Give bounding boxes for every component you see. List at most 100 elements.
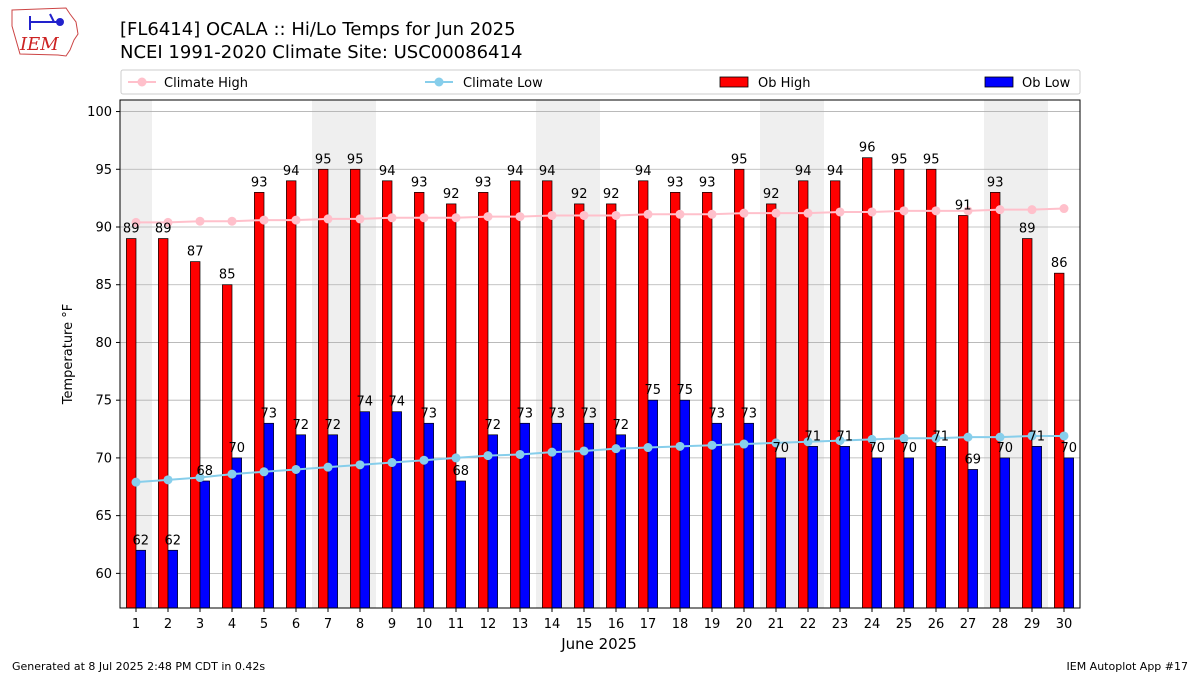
data-label-ob-low: 71 [837, 429, 854, 444]
bar-ob-low [647, 399, 658, 609]
bar-ob-high [734, 168, 745, 609]
bar-ob-low [199, 480, 210, 609]
bar-ob-low [135, 549, 146, 609]
line-climate-high [136, 207, 1065, 224]
data-label-ob-low: 75 [677, 383, 694, 398]
data-label-ob-high: 93 [667, 175, 684, 190]
point-climate-high [707, 209, 717, 219]
data-label-ob-high: 91 [955, 198, 972, 213]
y-tick-label: 65 [95, 509, 112, 524]
data-label-ob-high: 92 [571, 187, 588, 202]
bar-ob-low [263, 422, 274, 609]
bar-ob-high [542, 180, 553, 609]
point-climate-low [419, 455, 429, 465]
legend-ob-low-label: Ob Low [1022, 76, 1071, 91]
bar-ob-low [167, 549, 178, 609]
bar-ob-high [702, 192, 713, 609]
bars [126, 157, 1074, 609]
bar-ob-low [423, 422, 434, 609]
point-climate-high [515, 212, 525, 222]
bar-ob-high [126, 238, 137, 609]
bar-ob-high [670, 192, 681, 609]
legend-climate-low-label: Climate Low [463, 76, 543, 91]
x-tick-label: 26 [928, 617, 945, 632]
bar-ob-high [990, 192, 1001, 609]
x-tick-label: 10 [416, 617, 433, 632]
x-tick-label: 20 [736, 617, 753, 632]
point-climate-low [291, 464, 301, 474]
data-label-ob-high: 93 [987, 175, 1004, 190]
data-label-ob-high: 94 [795, 164, 812, 179]
point-climate-low [259, 467, 269, 477]
data-label-ob-high: 93 [411, 175, 428, 190]
x-axis-label: June 2025 [560, 635, 637, 653]
data-label-ob-high: 93 [475, 175, 492, 190]
bar-ob-low [807, 446, 818, 609]
bar-ob-low [999, 457, 1010, 609]
point-climate-high [675, 209, 685, 219]
point-climate-high [451, 213, 461, 223]
bar-ob-low [455, 480, 466, 609]
x-tick-label: 24 [864, 617, 881, 632]
point-climate-high [611, 210, 621, 220]
iem-logo: IEM [11, 7, 79, 57]
bar-ob-high [190, 261, 201, 609]
point-climate-high [643, 209, 653, 219]
bar-ob-low [967, 469, 978, 609]
data-label-ob-high: 95 [731, 152, 748, 167]
bar-ob-high [446, 203, 457, 609]
bar-ob-high [286, 180, 297, 609]
x-tick-label: 17 [640, 617, 657, 632]
x-tick-label: 12 [480, 617, 497, 632]
point-climate-high [739, 208, 749, 218]
bar-ob-low [775, 457, 786, 609]
data-label-ob-high: 93 [699, 175, 716, 190]
data-label-ob-low: 74 [357, 395, 374, 410]
logo-text: IEM [19, 34, 59, 55]
x-tick-label: 4 [228, 617, 236, 632]
legend-climate-low-marker [434, 77, 444, 87]
bar-ob-high [926, 168, 937, 609]
x-tick-label: 13 [512, 617, 529, 632]
y-tick-label: 70 [95, 451, 112, 466]
data-label-ob-low: 71 [933, 429, 950, 444]
data-label-ob-low: 70 [869, 441, 886, 456]
point-climate-low [899, 433, 909, 443]
data-label-ob-low: 72 [325, 418, 342, 433]
point-climate-low [355, 460, 365, 470]
point-climate-low [931, 433, 941, 443]
data-label-ob-low: 75 [645, 383, 662, 398]
point-climate-low [611, 444, 621, 454]
x-tick-label: 15 [576, 617, 593, 632]
x-tick-label: 18 [672, 617, 689, 632]
point-climate-low [547, 447, 557, 457]
y-tick-label: 85 [95, 278, 112, 293]
data-label-ob-low: 73 [421, 406, 438, 421]
y-tick-label: 95 [95, 163, 112, 178]
point-climate-low [195, 473, 205, 483]
x-tick-label: 28 [992, 617, 1009, 632]
point-climate-low [227, 469, 237, 479]
bar-ob-low [839, 446, 850, 609]
point-climate-high [387, 213, 397, 223]
data-label-ob-high: 92 [603, 187, 620, 202]
x-tick-label: 5 [260, 617, 268, 632]
point-climate-high [835, 207, 845, 217]
bar-ob-high [862, 157, 873, 609]
point-climate-low [867, 434, 877, 444]
bar-ob-low [743, 422, 754, 609]
y-axis-label: Temperature °F [61, 304, 76, 405]
data-label-ob-high: 95 [891, 152, 908, 167]
bar-ob-high [1022, 238, 1033, 609]
data-label-ob-low: 62 [133, 533, 150, 548]
data-label-ob-low: 71 [805, 429, 822, 444]
point-climate-low [1027, 431, 1037, 441]
point-climate-high [771, 208, 781, 218]
x-tick-label: 25 [896, 617, 913, 632]
data-label-ob-high: 95 [923, 152, 940, 167]
data-label-ob-low: 72 [293, 418, 310, 433]
point-climate-high [259, 215, 269, 225]
bar-ob-high [350, 168, 361, 609]
